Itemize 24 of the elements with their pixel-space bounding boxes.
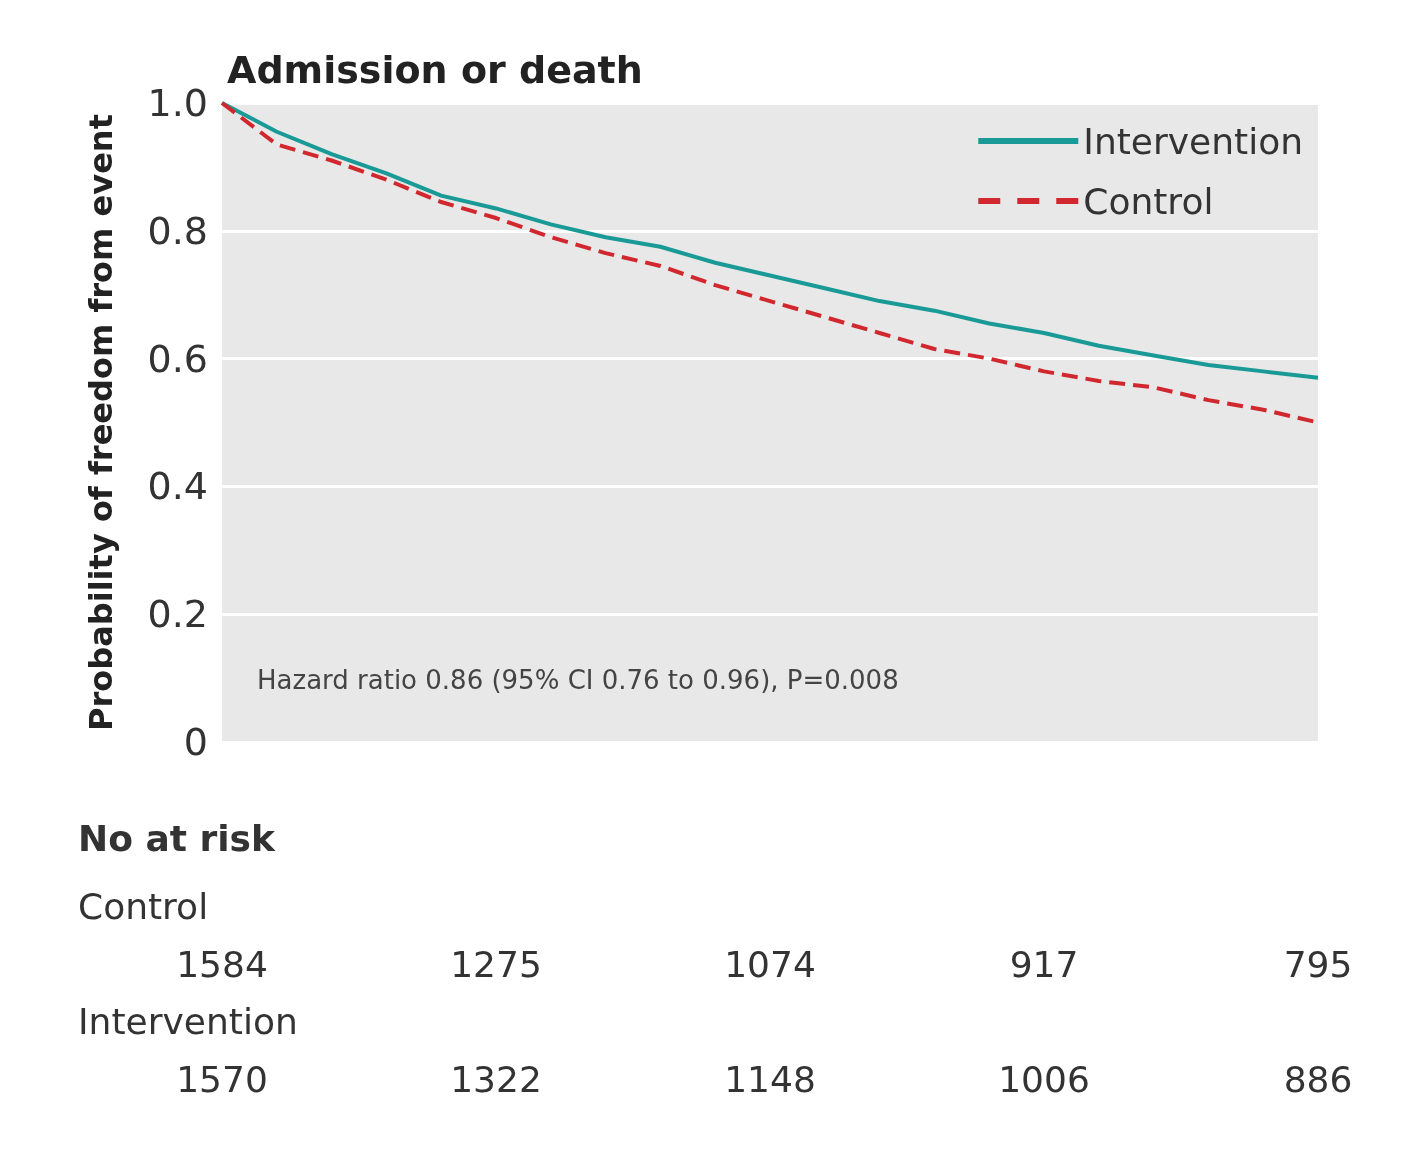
y-tick-label: 0.8 <box>147 208 208 253</box>
y-tick-label: 0 <box>183 720 208 764</box>
chart-title: Admission or death <box>227 48 643 92</box>
y-axis-title: Probability of freedom from event <box>82 114 120 731</box>
text: 1275 <box>450 943 542 985</box>
text: 1148 <box>724 1058 816 1100</box>
text: 1570 <box>176 1058 268 1100</box>
text: 1006 <box>998 1058 1090 1100</box>
annotation: Hazard ratio 0.86 (95% CI 0.76 to 0.96), P=0.008 <box>257 665 899 695</box>
legend-label: Control <box>1083 180 1214 222</box>
y-tick-label: 0.6 <box>147 336 208 381</box>
text: 1322 <box>450 1058 542 1100</box>
text: 886 <box>1283 1058 1353 1100</box>
text: 1584 <box>176 943 268 985</box>
text: 1074 <box>724 943 816 985</box>
text: 917 <box>1009 943 1079 985</box>
legend-label: Intervention <box>1083 120 1304 162</box>
y-tick-label: 1.0 <box>147 81 208 125</box>
text: 795 <box>1283 943 1353 985</box>
text: Intervention <box>78 1000 298 1042</box>
y-tick-label: 0.4 <box>147 464 208 509</box>
text: Control <box>78 885 209 927</box>
y-tick-label: 0.2 <box>147 592 208 637</box>
text: No at risk <box>78 817 276 859</box>
